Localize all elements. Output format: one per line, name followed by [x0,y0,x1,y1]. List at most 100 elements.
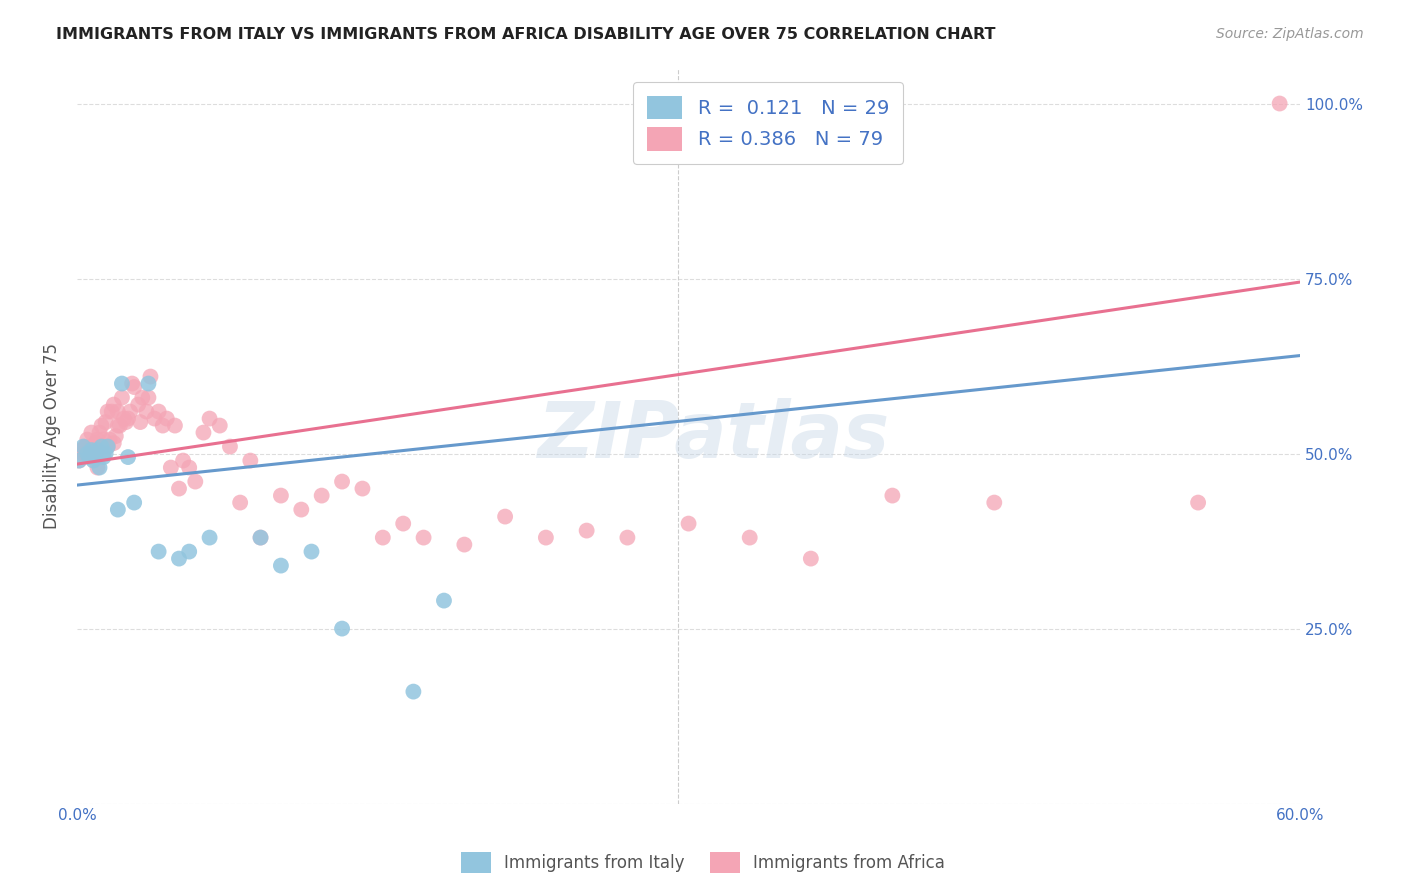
Point [93,446,115,460]
Point [1187,495,1209,509]
Point [117,450,139,464]
Point [148,544,170,558]
Point [433,593,456,607]
Point [79,450,101,464]
Point [93,433,115,447]
Point [249,531,271,545]
Point [138,376,160,391]
Text: IMMIGRANTS FROM ITALY VS IMMIGRANTS FROM AFRICA DISABILITY AGE OVER 75 CORRELATI: IMMIGRANTS FROM ITALY VS IMMIGRANTS FROM… [56,27,995,42]
Point [72,446,94,460]
Point [167,482,190,496]
Point [108,418,131,433]
Point [738,531,761,545]
Point [249,531,271,545]
Point [80,425,103,440]
Point [89,425,111,440]
Point [115,415,138,429]
Point [412,531,434,545]
Point [100,404,122,418]
Text: ZIPatlas: ZIPatlas [537,398,889,474]
Point [84,436,107,450]
Point [97,404,120,418]
Point [143,411,166,425]
Point [1268,96,1291,111]
Point [330,475,353,489]
Point [82,453,104,467]
Point [86,460,108,475]
Point [148,404,170,418]
Point [575,524,598,538]
Point [122,380,145,394]
Point [98,433,121,447]
Point [239,453,262,467]
Point [392,516,415,531]
Point [104,429,127,443]
Point [179,544,201,558]
Point [86,443,108,458]
Legend: R =  0.121   N = 29, R = 0.386   N = 79: R = 0.121 N = 29, R = 0.386 N = 79 [634,82,903,164]
Text: Source: ZipAtlas.com: Source: ZipAtlas.com [1216,27,1364,41]
Point [160,460,183,475]
Point [198,411,221,425]
Point [534,531,557,545]
Point [120,404,142,418]
Point [90,440,112,454]
Point [117,411,139,425]
Point [139,369,162,384]
Point [90,440,112,454]
Legend: Immigrants from Italy, Immigrants from Africa: Immigrants from Italy, Immigrants from A… [454,846,952,880]
Point [167,551,190,566]
Point [135,404,157,418]
Point [129,415,152,429]
Point [453,538,475,552]
Point [138,391,160,405]
Point [80,440,103,454]
Point [70,443,93,458]
Point [84,446,107,460]
Point [229,495,252,509]
Point [270,558,292,573]
Point [67,453,90,467]
Point [122,495,145,509]
Point [76,433,98,447]
Point [371,531,394,545]
Point [121,376,143,391]
Point [270,489,292,503]
Point [290,502,312,516]
Point [494,509,516,524]
Point [800,551,823,566]
Point [93,450,115,464]
Point [107,418,129,433]
Point [107,502,129,516]
Point [82,446,104,460]
Point [179,460,201,475]
Point [208,418,231,433]
Point [94,415,117,429]
Point [219,440,242,454]
Point [112,411,135,425]
Point [127,398,149,412]
Point [89,443,111,458]
Point [79,450,101,464]
Point [90,418,112,433]
Point [103,398,125,412]
Point [352,482,374,496]
Point [80,443,103,458]
Point [111,376,134,391]
Point [156,411,179,425]
Point [301,544,323,558]
Point [311,489,333,503]
Point [111,391,134,405]
Point [402,684,425,698]
Point [983,495,1005,509]
Point [107,404,129,418]
Point [97,440,120,454]
Point [76,446,98,460]
Point [198,531,221,545]
Point [678,516,700,531]
Point [131,391,153,405]
Point [193,425,215,440]
Point [75,440,97,454]
Point [67,453,90,467]
Point [172,453,194,467]
